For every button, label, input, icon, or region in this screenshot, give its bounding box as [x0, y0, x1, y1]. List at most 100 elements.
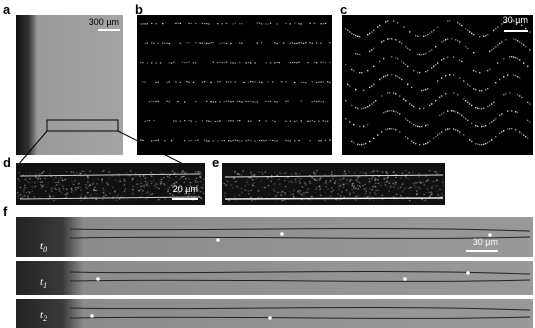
- fiber-dot: [208, 120, 210, 122]
- fiber-dot: [519, 41, 521, 43]
- fiber-dot: [353, 141, 355, 144]
- fiber-dot: [385, 21, 387, 23]
- texture-dot: [386, 177, 389, 179]
- texture-dot: [80, 171, 82, 174]
- texture-dot: [143, 173, 145, 174]
- texture-dot: [430, 187, 433, 189]
- texture-dot: [285, 172, 287, 174]
- fiber-dot: [355, 88, 357, 91]
- fiber-dot: [409, 121, 411, 123]
- texture-dot: [155, 183, 157, 185]
- texture-dot: [273, 183, 276, 185]
- texture-dot: [201, 187, 203, 189]
- texture-dot: [249, 190, 251, 192]
- fiber-dot: [164, 140, 166, 142]
- fiber-dot: [513, 20, 515, 22]
- fiber-dot: [201, 120, 203, 122]
- fiber-dot: [212, 42, 214, 44]
- texture-dot: [80, 196, 82, 198]
- texture-dot: [394, 180, 396, 183]
- texture-dot: [350, 179, 352, 181]
- texture-dot: [289, 191, 292, 193]
- texture-dot: [280, 192, 282, 194]
- texture-dot: [388, 181, 391, 183]
- fiber-dot: [473, 69, 475, 72]
- fiber-dot: [234, 139, 236, 141]
- texture-dot: [350, 187, 352, 189]
- fiber-dot: [501, 131, 503, 133]
- texture-dot: [426, 179, 429, 181]
- texture-dot: [267, 185, 270, 187]
- fiber-dot: [477, 125, 479, 128]
- texture-dot: [186, 195, 189, 198]
- texture-dot: [223, 195, 226, 197]
- texture-dot: [113, 173, 116, 175]
- fiber-dot: [521, 42, 523, 45]
- texture-dot: [247, 183, 249, 185]
- texture-dot: [182, 170, 184, 172]
- fiber-dot: [405, 100, 407, 102]
- fiber-dot: [441, 41, 443, 43]
- fiber-dot: [347, 29, 349, 32]
- texture-dot: [368, 181, 371, 183]
- texture-dot: [425, 180, 428, 182]
- texture-dot: [118, 198, 121, 200]
- fiber-dot: [389, 92, 391, 94]
- fiber-dot: [221, 42, 223, 44]
- texture-dot: [199, 176, 201, 178]
- fiber-dot: [239, 61, 241, 63]
- texture-dot: [52, 181, 55, 184]
- texture-dot: [267, 177, 269, 179]
- fiber-dot: [429, 140, 431, 143]
- texture-dot: [125, 172, 128, 174]
- fiber-dot: [449, 74, 451, 76]
- texture-dot: [435, 180, 438, 182]
- fiber-dot: [501, 41, 503, 43]
- texture-dot: [335, 199, 338, 201]
- fiber-dot: [294, 61, 296, 64]
- texture-dot: [355, 195, 358, 197]
- fiber-dot: [461, 60, 463, 63]
- texture-dot: [410, 189, 413, 191]
- texture-dot: [342, 183, 345, 185]
- texture-dot: [321, 177, 324, 179]
- fiber-dot: [411, 140, 413, 143]
- texture-dot: [153, 184, 156, 187]
- texture-dot: [352, 182, 354, 185]
- texture-dot: [316, 187, 318, 189]
- texture-dot: [103, 196, 105, 198]
- fiber-dot: [413, 123, 415, 126]
- texture-dot: [230, 182, 232, 183]
- fiber-dot: [453, 110, 455, 112]
- fiber-dot: [228, 120, 230, 122]
- texture-dot: [193, 192, 195, 194]
- fiber-dot: [373, 83, 375, 86]
- fiber-dot: [511, 128, 513, 130]
- texture-dot: [259, 170, 261, 171]
- fiber-dot: [353, 69, 355, 72]
- texture-dot: [396, 193, 399, 196]
- texture-dot: [287, 177, 289, 179]
- texture-dot: [79, 172, 81, 175]
- fiber-dot: [367, 123, 369, 126]
- texture-dot: [365, 172, 367, 174]
- panel-label: c: [340, 2, 347, 17]
- fiber-dot: [309, 140, 311, 142]
- texture-dot: [431, 186, 433, 188]
- fiber-dot: [527, 65, 529, 68]
- texture-dot: [311, 176, 313, 179]
- texture-dot: [431, 193, 434, 195]
- texture-dot: [334, 174, 336, 176]
- texture-dot: [156, 187, 158, 189]
- fiber-dot: [318, 140, 320, 142]
- texture-dot: [106, 196, 108, 198]
- fiber-dot: [322, 101, 324, 103]
- fiber-dot: [483, 35, 485, 38]
- fiber-dot: [329, 42, 331, 44]
- texture-dot: [352, 187, 355, 190]
- fiber-dot: [441, 131, 443, 133]
- texture-dot: [132, 178, 134, 180]
- texture-dot: [375, 178, 377, 180]
- fiber-dot: [294, 42, 296, 45]
- texture-dot: [275, 195, 277, 198]
